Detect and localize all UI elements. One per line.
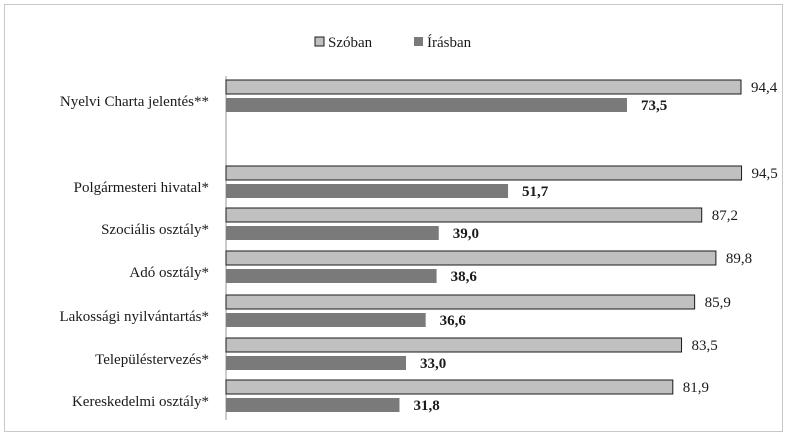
category-label: Szociális osztály* bbox=[101, 222, 209, 238]
category-label: Kereskedelmi osztály* bbox=[72, 394, 209, 410]
data-label: 36,6 bbox=[440, 313, 467, 329]
data-label: 81,9 bbox=[683, 380, 709, 396]
bar-irasban bbox=[226, 226, 439, 240]
legend-label: Szóban bbox=[328, 35, 373, 51]
data-label: 83,5 bbox=[692, 338, 718, 354]
category-labels: Nyelvi Charta jelentés** Polgármesteri hi… bbox=[59, 94, 209, 410]
bar-irasban bbox=[226, 356, 407, 370]
data-label: 73,5 bbox=[641, 98, 667, 114]
bar-szoban bbox=[225, 379, 674, 395]
legend-swatch bbox=[314, 36, 325, 47]
bar-irasban bbox=[226, 269, 437, 283]
category-label: Lakossági nyilvántartás* bbox=[59, 309, 209, 325]
value-labels: 94,4 73,5 94,5 51,7 87,2 39,0 89,8 38,6 85,9 36,6… bbox=[413, 80, 777, 414]
bar-irasban bbox=[226, 398, 400, 412]
data-label: 38,6 bbox=[451, 269, 478, 285]
data-label: 89,8 bbox=[726, 251, 752, 267]
category-label: Adó osztály* bbox=[129, 265, 209, 281]
data-label: 85,9 bbox=[705, 295, 731, 311]
category-label: Nyelvi Charta jelentés** bbox=[60, 94, 209, 110]
legend-label: Írásban bbox=[427, 34, 472, 51]
bar-szoban bbox=[225, 294, 696, 310]
data-label: 94,4 bbox=[751, 80, 778, 96]
bar-irasban bbox=[226, 98, 627, 112]
bar-szoban bbox=[225, 165, 743, 181]
data-label: 51,7 bbox=[522, 184, 549, 200]
data-label: 31,8 bbox=[413, 398, 439, 414]
bars bbox=[225, 79, 743, 412]
legend: Szóban Írásban bbox=[314, 34, 472, 51]
bar-szoban bbox=[225, 250, 717, 266]
data-label: 39,0 bbox=[453, 226, 479, 242]
bar-irasban bbox=[226, 184, 509, 198]
bar-irasban bbox=[226, 313, 426, 327]
data-label: 94,5 bbox=[752, 166, 778, 182]
bar-szoban bbox=[225, 207, 703, 223]
legend-swatch bbox=[414, 37, 423, 46]
category-label: Településtervezés* bbox=[95, 352, 209, 368]
category-label: Polgármesteri hivatal* bbox=[74, 180, 209, 196]
bar-szoban bbox=[225, 337, 683, 353]
data-label: 33,0 bbox=[420, 356, 446, 372]
bar-szoban bbox=[225, 79, 742, 95]
data-label: 87,2 bbox=[712, 208, 738, 224]
